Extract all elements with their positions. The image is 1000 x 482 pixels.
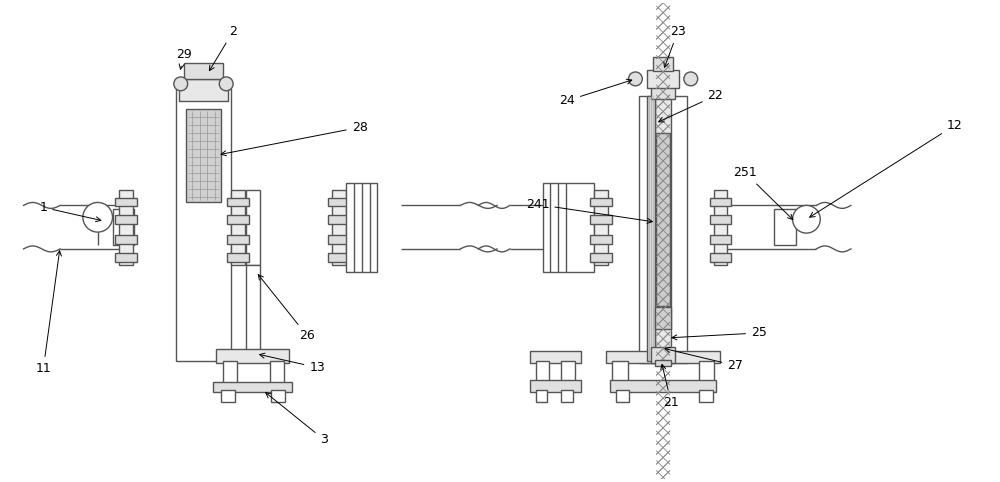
Text: 13: 13 [260,353,325,374]
Bar [328,253,350,262]
Bar [536,361,549,382]
Bar [655,307,671,329]
Bar [590,253,612,262]
Text: 11: 11 [35,251,61,375]
Circle shape [83,202,113,232]
Bar [639,96,687,362]
Bar [710,215,731,224]
Bar [612,361,628,382]
Bar [530,351,581,362]
Bar [606,351,720,362]
Bar [332,189,346,265]
Bar [119,189,133,265]
Bar [231,189,245,265]
Bar [223,361,237,385]
Bar [714,189,727,265]
Bar [176,89,231,361]
Bar [651,85,675,99]
Bar [227,253,249,262]
Bar [561,361,575,382]
Bar [213,382,292,392]
Bar [227,235,249,244]
Bar [328,215,350,224]
Text: 1: 1 [39,201,101,222]
Bar [774,209,796,245]
Bar [530,380,581,392]
Text: 22: 22 [659,89,723,122]
Bar [653,57,673,71]
Bar [651,347,675,362]
Circle shape [684,72,698,86]
Bar [115,253,137,262]
Bar [270,361,284,385]
Circle shape [219,77,233,91]
Bar [710,253,731,262]
Bar [655,96,671,361]
Circle shape [629,72,642,86]
Circle shape [793,205,820,233]
Circle shape [174,77,188,91]
Bar [216,349,289,362]
Bar [184,63,223,79]
Text: 26: 26 [258,275,315,342]
Text: 3: 3 [266,393,328,446]
Text: 21: 21 [661,364,679,409]
Bar [271,390,285,402]
Text: 24: 24 [559,79,632,107]
Bar [227,198,249,206]
Text: 2: 2 [209,25,237,71]
Text: 241: 241 [526,198,652,223]
Bar [699,390,713,402]
Bar [115,198,137,206]
Bar [710,198,731,206]
Bar [590,198,612,206]
Bar [113,209,134,245]
Bar [115,215,137,224]
Bar [647,70,679,88]
Bar [594,189,608,265]
Text: 27: 27 [665,348,743,372]
Bar [328,198,350,206]
Bar [346,183,377,272]
Bar [246,189,260,265]
Bar [590,235,612,244]
Bar [246,265,260,361]
Bar [710,235,731,244]
Text: 29: 29 [176,48,192,69]
Bar [115,235,137,244]
Bar [536,390,547,402]
Bar [610,380,716,392]
Bar [221,390,235,402]
Bar [590,215,612,224]
Text: 25: 25 [672,326,767,340]
Bar [647,96,655,361]
Text: 251: 251 [733,166,793,219]
Bar [699,361,714,382]
Bar [227,215,249,224]
Bar [561,390,573,402]
Bar [328,235,350,244]
Bar [655,360,671,365]
Text: 28: 28 [221,121,368,156]
Bar [656,133,670,306]
Bar [543,183,594,272]
Text: 12: 12 [810,119,963,217]
Text: 23: 23 [664,25,686,67]
Bar [616,390,629,402]
Bar [179,79,228,101]
Bar [186,108,221,202]
